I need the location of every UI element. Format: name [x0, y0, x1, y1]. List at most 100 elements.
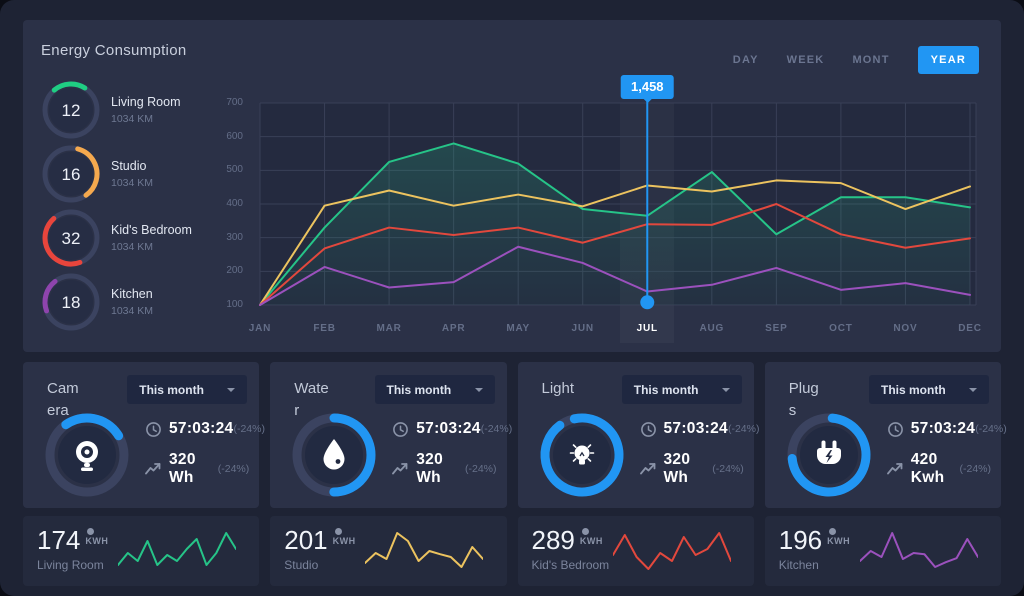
- gauge-room-name: Kitchen: [111, 287, 153, 301]
- card-water: Water This month: [270, 362, 512, 508]
- x-axis-label: DEC: [958, 323, 982, 334]
- chevron-down-icon: [474, 387, 483, 392]
- plug-icon: [816, 440, 841, 464]
- clock-icon: [640, 421, 656, 437]
- y-axis-label: 100: [226, 299, 243, 310]
- tab-month[interactable]: MONT: [852, 54, 890, 66]
- progress-ring: [540, 413, 623, 497]
- usage-label: Kid's Bedroom: [531, 558, 610, 572]
- trending-up-icon: [392, 463, 408, 475]
- period-dropdown[interactable]: This month: [127, 375, 248, 404]
- time-delta: (-24%): [233, 423, 265, 435]
- gauge-room-name: Studio: [111, 159, 147, 173]
- time-delta: (-24%): [727, 423, 760, 435]
- usage-label: Studio: [284, 558, 319, 572]
- chart-tooltip: 1,458: [620, 75, 674, 99]
- energy-stat: 420 Kwh (-24%): [886, 451, 991, 487]
- x-axis-label: OCT: [829, 323, 853, 334]
- x-axis-label: NOV: [893, 323, 918, 334]
- tab-year[interactable]: YEAR: [917, 46, 979, 74]
- chevron-down-icon: [721, 387, 730, 392]
- card-light: Light This month: [517, 362, 759, 508]
- period-tabs: DAY WEEK MONT YEAR: [733, 46, 979, 74]
- energy-delta: (-24%): [217, 463, 250, 475]
- usage-unit: KWH: [333, 525, 356, 546]
- gauge-value: 32: [62, 229, 81, 248]
- energy-stat: 320 Wh (-24%): [145, 451, 249, 487]
- y-axis-label: 400: [226, 198, 243, 209]
- panel-title: Energy Consumption: [41, 42, 187, 59]
- card-stats: 57:03:24 (-24%) 420 Kwh (-24%): [886, 420, 1007, 500]
- usage-unit: KWH: [85, 525, 108, 546]
- usage-kitchen: 196 KWH Kitchen: [764, 516, 1001, 586]
- gauge-studio: 16 Studio 1034 KM: [41, 144, 236, 204]
- gauge-value: 18: [62, 293, 81, 312]
- energy-value: 420 Kwh: [910, 451, 945, 486]
- energy-stat: 320 Wh (-24%): [392, 451, 497, 487]
- tab-day[interactable]: DAY: [732, 54, 759, 66]
- time-delta: (-24%): [975, 423, 1007, 435]
- period-dropdown[interactable]: This month: [374, 375, 495, 404]
- time-value: 57:03:24: [416, 420, 481, 437]
- card-camera: Camera This month: [23, 362, 265, 508]
- gauge-room-name: Kid's Bedroom: [111, 223, 192, 237]
- light-bulb-icon: [569, 444, 594, 465]
- y-axis-label: 500: [226, 164, 243, 176]
- card-stats: 57:03:24 (-24%) 320 Wh (-24%): [639, 420, 759, 500]
- trending-up-icon: [639, 463, 655, 475]
- time-value: 57:03:24: [169, 420, 234, 437]
- gauge-room-name: Living Room: [111, 95, 181, 109]
- unit-dot-icon: [829, 528, 837, 535]
- time-stat: 57:03:24 (-24%): [145, 420, 265, 438]
- dropdown-label: This month: [881, 382, 946, 397]
- card-plugs: Plugs This month: [764, 362, 1007, 508]
- card-stats: 57:03:24 (-24%) 320 Wh (-24%): [392, 420, 512, 500]
- usage-living-room: 174 KWH Living Room: [23, 516, 260, 586]
- room-usage-row: 174 KWH Living Room 201 KWH Studio: [23, 516, 1001, 586]
- trending-up-icon: [886, 463, 903, 475]
- usage-value: 289: [531, 525, 575, 555]
- card-title: Water: [294, 380, 329, 419]
- gauge-ring-icon: 16: [42, 145, 100, 203]
- gauge-room-sub: 1034 KM: [111, 177, 154, 189]
- line-chart[interactable]: [259, 97, 977, 310]
- time-delta: (-24%): [480, 423, 513, 435]
- time-stat: 57:03:24 (-24%): [640, 420, 759, 438]
- x-axis-label: APR: [441, 323, 466, 334]
- time-value: 57:03:24: [663, 420, 728, 437]
- time-stat: 57:03:24 (-24%): [392, 420, 512, 438]
- sparkline-chart: [117, 524, 237, 583]
- usage-value: 174: [37, 525, 81, 555]
- energy-delta: (-24%): [712, 463, 744, 475]
- y-axis-label: 700: [226, 97, 243, 108]
- time-stat: 57:03:24 (-24%): [887, 420, 1007, 438]
- energy-value: 320 Wh: [169, 451, 196, 486]
- period-dropdown[interactable]: This month: [621, 375, 742, 404]
- x-axis-label: JUL: [636, 323, 658, 334]
- usage-kids-bedroom: 289 KWH Kid's Bedroom: [517, 516, 754, 586]
- water-drop-icon: [323, 439, 345, 470]
- tab-week[interactable]: WEEK: [786, 54, 825, 66]
- gauge-living-room: 12 Living Room 1034 KM: [41, 80, 236, 140]
- x-axis-label: MAR: [376, 323, 402, 334]
- gauge-ring-icon: 18: [42, 273, 100, 331]
- gauge-ring-icon: 32: [42, 209, 100, 267]
- x-axis-label: AUG: [699, 323, 725, 334]
- webcam-icon: [76, 441, 98, 471]
- energy-delta: (-24%): [464, 463, 497, 475]
- dropdown-label: This month: [139, 382, 204, 397]
- usage-label: Kitchen: [778, 558, 819, 572]
- trending-up-icon: [145, 463, 161, 475]
- period-dropdown[interactable]: This month: [869, 375, 989, 404]
- usage-value: 201: [284, 525, 328, 555]
- progress-ring: [292, 413, 376, 497]
- usage-label: Living Room: [37, 558, 104, 572]
- dropdown-label: This month: [386, 382, 452, 397]
- sparkline-chart: [364, 524, 485, 583]
- time-value: 57:03:24: [910, 420, 976, 437]
- card-title: Camera: [47, 380, 79, 419]
- energy-stat: 320 Wh (-24%): [639, 451, 744, 487]
- unit-dot-icon: [334, 528, 342, 535]
- progress-ring: [787, 413, 871, 497]
